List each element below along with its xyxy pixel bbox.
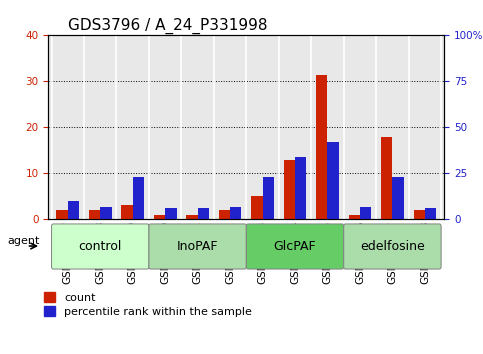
- FancyBboxPatch shape: [344, 224, 441, 269]
- Bar: [263, 177, 274, 219]
- Bar: [186, 215, 198, 219]
- Bar: [295, 157, 306, 219]
- Bar: [327, 142, 339, 219]
- FancyBboxPatch shape: [52, 224, 149, 269]
- Text: control: control: [79, 240, 122, 252]
- FancyBboxPatch shape: [149, 224, 246, 269]
- Bar: [68, 201, 79, 219]
- Bar: [230, 207, 242, 219]
- Bar: [100, 207, 112, 219]
- Bar: [413, 210, 425, 219]
- Bar: [392, 177, 404, 219]
- Text: edelfosine: edelfosine: [360, 240, 425, 252]
- Bar: [425, 209, 436, 219]
- Bar: [219, 210, 230, 219]
- Bar: [316, 74, 327, 219]
- Text: GDS3796 / A_24_P331998: GDS3796 / A_24_P331998: [68, 18, 268, 34]
- Bar: [251, 196, 263, 219]
- FancyBboxPatch shape: [246, 224, 344, 269]
- Bar: [121, 205, 133, 219]
- Bar: [57, 210, 68, 219]
- Bar: [198, 209, 209, 219]
- Text: agent: agent: [7, 236, 40, 246]
- Bar: [284, 160, 295, 219]
- Bar: [360, 207, 371, 219]
- Bar: [165, 209, 176, 219]
- Bar: [381, 137, 392, 219]
- Bar: [349, 215, 360, 219]
- Text: InoPAF: InoPAF: [177, 240, 218, 252]
- Bar: [89, 210, 100, 219]
- Legend: count, percentile rank within the sample: count, percentile rank within the sample: [44, 292, 252, 317]
- Text: GlcPAF: GlcPAF: [274, 240, 316, 252]
- Bar: [133, 177, 144, 219]
- Bar: [154, 215, 165, 219]
